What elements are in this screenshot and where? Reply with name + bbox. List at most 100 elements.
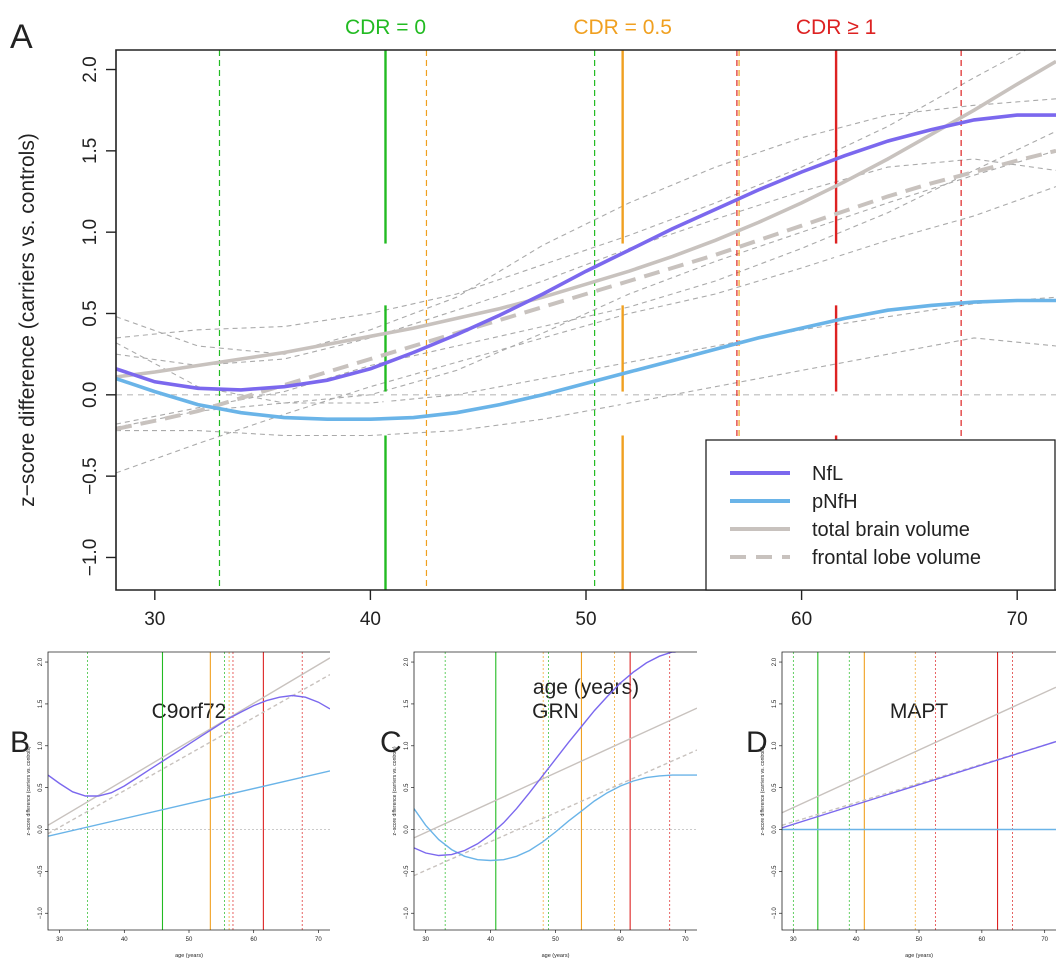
plot-frame <box>47 651 330 931</box>
x-tick-label: 40 <box>360 609 381 630</box>
x-tick-label: 60 <box>791 609 812 630</box>
stage-line-gap <box>383 391 388 436</box>
panel-letter: C <box>380 726 402 759</box>
panel-letter: B <box>10 726 30 759</box>
y-tick-label: 0.0 <box>38 825 44 834</box>
series-line-total-brain-volume <box>782 686 1056 814</box>
legend-box <box>705 439 1056 591</box>
y-tick-label: −1.0 <box>404 907 410 920</box>
panel-c: C GRN 30 40 50 60 70 −1.0 −0.5 0.0 0.5 1.0 1.5 2.0 age… <box>380 651 697 959</box>
legend-label: frontal lobe volume <box>812 547 981 569</box>
panel-title: GRN <box>532 700 579 723</box>
panel-b: B C9orf72 30 40 50 60 70 −1.0 −0.5 0.0 0.5 1.0 1.5 2.… <box>10 651 330 959</box>
y-tick-label: 1.5 <box>38 699 44 708</box>
y-tick-label: 0.0 <box>80 382 101 408</box>
y-tick-label: 0.5 <box>772 783 778 792</box>
y-tick-label: 1.0 <box>772 741 778 750</box>
x-tick-label: 60 <box>617 937 624 943</box>
stage-label: CDR = 0.5 <box>573 16 672 39</box>
y-axis-label: z−score difference (carriers vs. control… <box>16 133 39 507</box>
series-line-frontal-lobe-volume <box>414 749 697 877</box>
y-tick-label: −0.5 <box>38 865 44 878</box>
legend-label: NfL <box>812 463 843 485</box>
y-tick-label: −0.5 <box>404 865 410 878</box>
y-tick-label: 1.0 <box>404 741 410 750</box>
x-tick-label: 50 <box>916 937 923 943</box>
ci-band-line <box>116 98 1056 355</box>
plot-frame <box>781 651 1056 931</box>
series-line-nfl <box>414 652 676 857</box>
panel-a: A 30 40 50 60 70 −1.0 −0.5 0.0 0.5 1.0 1.5 2.0 age (y… <box>10 16 1056 699</box>
y-tick-label: 2.0 <box>772 657 778 666</box>
panel-title: C9orf72 <box>152 700 227 723</box>
stage-line-gap <box>383 243 388 306</box>
panel-letter: D <box>746 726 768 759</box>
stage-label: CDR ≥ 1 <box>796 16 876 39</box>
x-tick-label: 60 <box>979 937 986 943</box>
x-tick-label: 30 <box>144 609 165 630</box>
plot-area <box>414 652 697 930</box>
x-axis-label: age (years) <box>533 676 639 699</box>
x-tick-label: 70 <box>682 937 689 943</box>
x-tick-label: 70 <box>315 937 322 943</box>
y-tick-label: −0.5 <box>772 865 778 878</box>
panel-title: MAPT <box>890 700 949 723</box>
y-tick-label: 0.0 <box>772 825 778 834</box>
y-tick-label: 1.0 <box>80 219 101 245</box>
y-tick-label: 1.5 <box>772 699 778 708</box>
x-tick-label: 40 <box>121 937 128 943</box>
plot-area <box>782 652 1056 930</box>
stage-label: CDR = 0 <box>345 16 426 39</box>
y-tick-label: 2.0 <box>38 657 44 666</box>
series-line-nfl <box>116 113 1056 392</box>
y-tick-label: 1.0 <box>38 741 44 750</box>
y-tick-label: −1.0 <box>38 907 44 920</box>
legend-label: total brain volume <box>812 519 970 541</box>
x-tick-label: 30 <box>790 937 797 943</box>
series-line-nfl <box>48 694 330 797</box>
y-axis-label: z−score difference (carriers vs. control… <box>760 746 766 835</box>
x-tick-label: 50 <box>186 937 193 943</box>
y-tick-label: −1.0 <box>772 907 778 920</box>
y-tick-label: 1.5 <box>404 699 410 708</box>
legend-label: pNfH <box>812 491 858 513</box>
y-tick-label: −1.0 <box>80 539 101 577</box>
x-tick-label: 50 <box>552 937 559 943</box>
y-axis-label: z−score difference (carriers vs. control… <box>26 746 32 835</box>
x-axis-label: age (years) <box>905 953 933 959</box>
y-tick-label: −0.5 <box>80 457 101 495</box>
ci-band-line <box>116 130 1056 425</box>
x-axis-label: age (years) <box>175 953 203 959</box>
stage-line-gap <box>834 243 839 306</box>
series-line-pnfh <box>116 298 1056 421</box>
x-tick-label: 70 <box>1041 937 1048 943</box>
x-tick-label: 60 <box>250 937 257 943</box>
y-axis-label: z−score difference (carriers vs. control… <box>392 746 398 835</box>
y-tick-label: 2.0 <box>404 657 410 666</box>
ci-band-line <box>116 296 1056 404</box>
x-tick-label: 50 <box>575 609 596 630</box>
panel-letter: A <box>10 18 33 56</box>
plot-area <box>48 652 330 930</box>
x-tick-label: 70 <box>1007 609 1028 630</box>
y-tick-label: 0.5 <box>404 783 410 792</box>
legend: NfL pNfH total brain volume frontal lobe vo… <box>705 439 1056 591</box>
y-tick-label: 1.5 <box>80 138 101 164</box>
series-line-total-brain-volume <box>48 657 330 826</box>
panel-d: D MAPT 30 40 50 60 70 −1.0 −0.5 0.0 0.5 1.0 1.5 2.0 ag… <box>746 651 1056 959</box>
x-axis-label: age (years) <box>542 953 570 959</box>
series-line-total-brain-volume <box>116 59 1056 379</box>
series-line-nfl <box>782 740 1056 829</box>
ci-band-line <box>116 158 1056 367</box>
y-tick-label: 2.0 <box>80 56 101 82</box>
y-tick-label: 0.0 <box>404 825 410 834</box>
x-tick-label: 30 <box>422 937 429 943</box>
x-tick-label: 30 <box>56 937 63 943</box>
y-tick-label: 0.5 <box>38 783 44 792</box>
ci-band-line <box>116 50 1027 339</box>
stage-line-gap <box>834 391 839 436</box>
stage-line-gap <box>620 391 625 436</box>
series-line-total-brain-volume <box>414 707 697 839</box>
series-line-pnfh <box>48 770 330 837</box>
